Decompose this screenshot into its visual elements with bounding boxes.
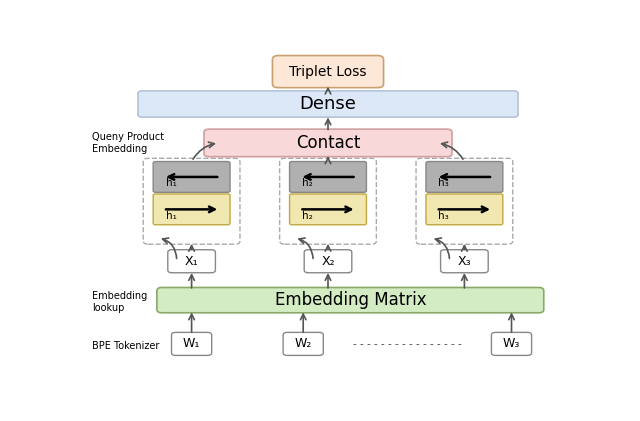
- FancyBboxPatch shape: [138, 91, 518, 117]
- FancyBboxPatch shape: [440, 250, 488, 273]
- Text: h₁: h₁: [166, 178, 177, 188]
- Text: W₃: W₃: [503, 337, 520, 350]
- Text: X₁: X₁: [185, 255, 198, 268]
- Text: h₃: h₃: [438, 178, 449, 188]
- FancyBboxPatch shape: [416, 158, 513, 244]
- Text: Dense: Dense: [300, 95, 356, 113]
- FancyBboxPatch shape: [157, 288, 544, 313]
- Text: h₂: h₂: [302, 210, 313, 221]
- FancyBboxPatch shape: [289, 194, 367, 225]
- FancyBboxPatch shape: [283, 333, 323, 355]
- FancyBboxPatch shape: [204, 129, 452, 157]
- Text: Embedding Matrix: Embedding Matrix: [275, 291, 426, 309]
- Text: Queny Product
Embedding: Queny Product Embedding: [92, 132, 164, 154]
- Text: W₂: W₂: [294, 337, 312, 350]
- FancyBboxPatch shape: [289, 162, 367, 192]
- Text: Embedding
lookup: Embedding lookup: [92, 291, 148, 312]
- Text: X₃: X₃: [458, 255, 471, 268]
- Text: Triplet Loss: Triplet Loss: [289, 64, 367, 79]
- FancyBboxPatch shape: [280, 158, 376, 244]
- FancyBboxPatch shape: [172, 333, 212, 355]
- Text: Contact: Contact: [296, 134, 360, 152]
- FancyBboxPatch shape: [426, 194, 503, 225]
- FancyBboxPatch shape: [492, 333, 532, 355]
- FancyBboxPatch shape: [273, 56, 383, 88]
- FancyBboxPatch shape: [153, 194, 230, 225]
- Text: h₃: h₃: [438, 210, 449, 221]
- Text: h₁: h₁: [166, 210, 177, 221]
- FancyBboxPatch shape: [426, 162, 503, 192]
- Text: X₂: X₂: [321, 255, 335, 268]
- Text: BPE Tokenizer: BPE Tokenizer: [92, 341, 160, 351]
- Text: h₂: h₂: [302, 178, 313, 188]
- Text: W₁: W₁: [183, 337, 200, 350]
- FancyBboxPatch shape: [143, 158, 240, 244]
- Text: - - - - - - - - - - - - - - - -: - - - - - - - - - - - - - - - -: [353, 339, 461, 349]
- FancyBboxPatch shape: [168, 250, 216, 273]
- FancyBboxPatch shape: [304, 250, 352, 273]
- FancyBboxPatch shape: [153, 162, 230, 192]
